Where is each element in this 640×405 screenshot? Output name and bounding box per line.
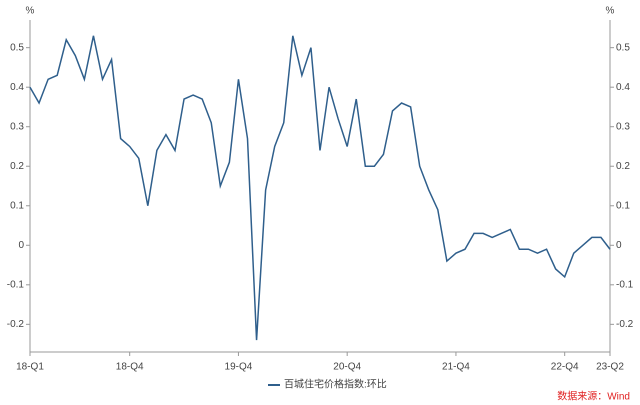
x-tick-label: 20-Q4 bbox=[333, 362, 361, 373]
y-tick-label: 0.5 bbox=[10, 42, 24, 53]
x-tick-label: 22-Q4 bbox=[551, 362, 579, 373]
y2-tick-label: 0.5 bbox=[616, 42, 630, 53]
y2-tick-label: 0.3 bbox=[616, 121, 630, 132]
y2-unit: % bbox=[606, 6, 615, 17]
x-tick-label: 18-Q4 bbox=[116, 362, 144, 373]
y-tick-label: 0.1 bbox=[10, 200, 24, 211]
y2-tick-label: 0.1 bbox=[616, 200, 630, 211]
y-tick-label: -0.2 bbox=[7, 319, 25, 330]
y2-tick-label: 0.4 bbox=[616, 82, 630, 93]
y-tick-label: -0.1 bbox=[7, 279, 25, 290]
legend-label: 百城住宅价格指数:环比 bbox=[284, 378, 387, 391]
y2-tick-label: 0.2 bbox=[616, 161, 630, 172]
line-series bbox=[29, 35, 611, 341]
y-tick-label: 0 bbox=[18, 240, 24, 251]
x-tick-label: 19-Q4 bbox=[225, 362, 253, 373]
x-tick-label: 21-Q4 bbox=[442, 362, 470, 373]
x-tick-label: 18-Q1 bbox=[16, 362, 44, 373]
y-tick-label: 0.2 bbox=[10, 161, 24, 172]
y2-tick-label: 0 bbox=[616, 240, 622, 251]
y-unit: % bbox=[26, 6, 35, 17]
y-tick-label: 0.3 bbox=[10, 121, 24, 132]
y2-tick-label: -0.1 bbox=[616, 279, 634, 290]
source: 数据来源：Wind bbox=[557, 390, 630, 403]
y-tick-label: 0.4 bbox=[10, 82, 24, 93]
y2-tick-label: -0.2 bbox=[616, 319, 634, 330]
x-tick-label: 23-Q2 bbox=[596, 362, 624, 373]
